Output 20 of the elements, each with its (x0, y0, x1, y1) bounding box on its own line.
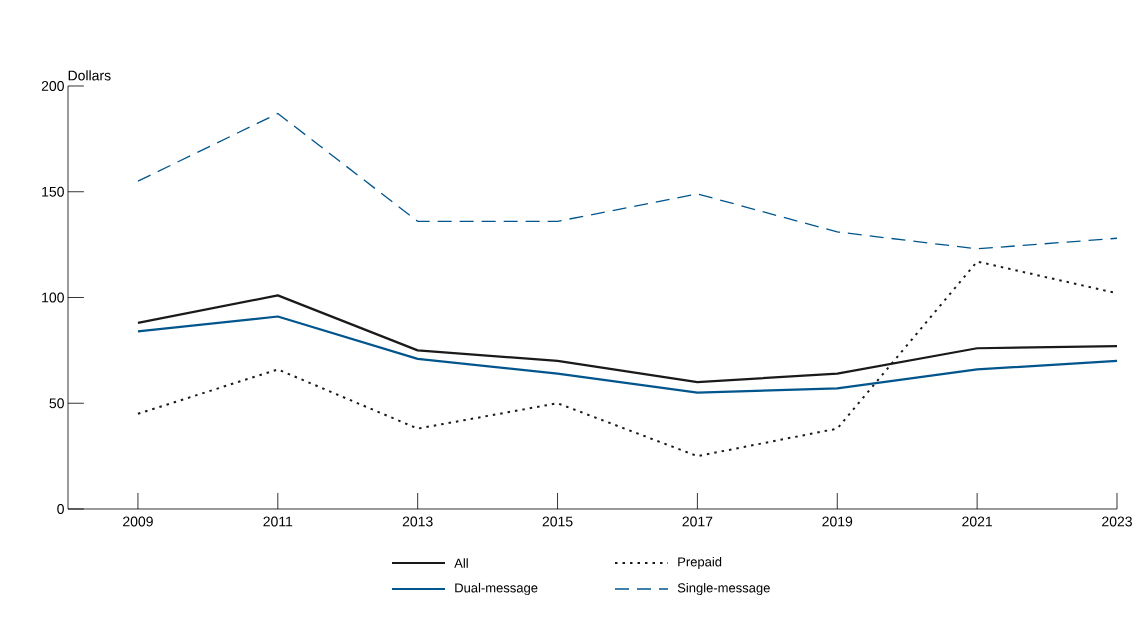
legend-label: Single-message (677, 582, 770, 596)
y-tick-label: 100 (42, 292, 64, 303)
x-tick-label: 2019 (822, 516, 853, 527)
y-tick-label: 150 (42, 186, 64, 197)
legend-label: Prepaid (678, 556, 722, 570)
x-tick-label: 2009 (123, 516, 153, 527)
x-tick-label: 2021 (962, 516, 993, 527)
line-series (137, 112, 1118, 250)
y-axis-title: Dollars (68, 70, 111, 81)
x-tick-label: 2023 (1102, 516, 1132, 527)
y-tick-label: 200 (41, 81, 64, 91)
x-tick-label: 2017 (682, 516, 713, 527)
y-tick-label: 0 (57, 504, 64, 514)
legend-label: Dual-message (455, 582, 538, 596)
line-series (136, 315, 1119, 394)
x-tick-label: 2011 (263, 516, 293, 527)
legend-label: All (454, 558, 468, 568)
y-tick-label: 50 (49, 398, 64, 409)
x-tick-label: 2013 (402, 516, 433, 527)
x-tick-label: 2015 (542, 516, 573, 527)
